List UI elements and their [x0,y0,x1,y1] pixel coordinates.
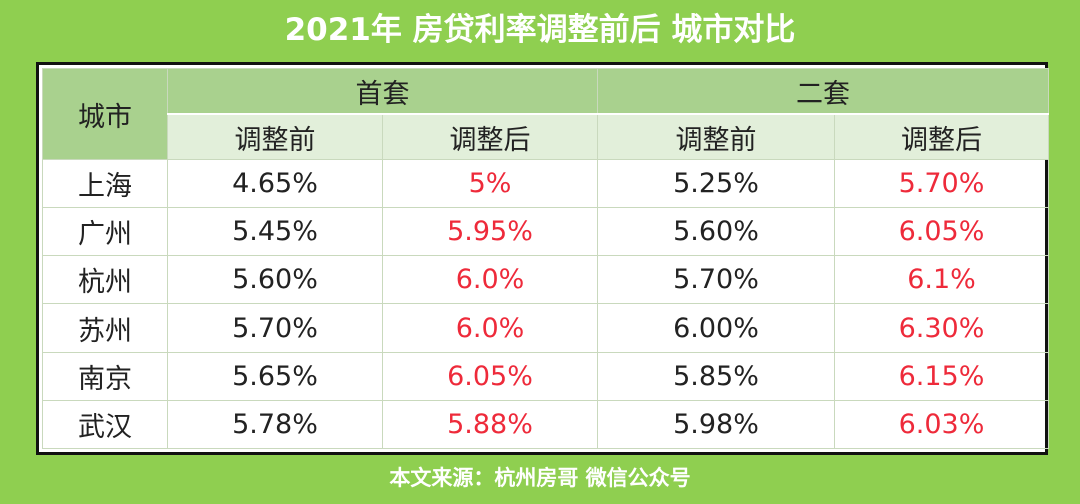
city-cell: 广州 [42,207,168,257]
city-cell: 上海 [42,158,168,209]
footer: 本文来源：杭州房哥 微信公众号 [389,466,691,490]
rate-cell: 6.05% [382,351,598,401]
table-frame: 城市 首套 二套 调整前 调整后 调整前 调整后 上海 4.65% 5% 5.25% 5… [36,62,1049,455]
city-cell: 武汉 [42,399,168,450]
rate-cell: 6.1% [834,255,1049,305]
rate-cell: 6.05% [834,207,1049,257]
rate-cell: 5.78% [167,399,383,450]
rate-cell: 6.15% [834,351,1049,401]
rate-cell: 5.85% [597,351,835,401]
rate-cell: 5.60% [167,255,383,305]
city-cell: 南京 [42,351,168,401]
rate-cell: 4.65% [167,158,383,209]
sub-header: 调整后 [834,113,1049,160]
group-header: 首套 [167,68,598,115]
rate-cell: 5.70% [597,255,835,305]
table-body: 上海 4.65% 5% 5.25% 5.70% 广州 5.45% 5.95% 5.60% 6.05… [42,158,1049,450]
rate-cell: 5.45% [167,207,383,257]
rate-cell: 6.0% [382,303,598,353]
table-row: 苏州 5.70% 6.0% 6.00% 6.30% [42,303,1049,353]
table-row: 武汉 5.78% 5.88% 5.98% 6.03% [42,399,1049,450]
sub-header: 调整后 [382,113,598,160]
table-row: 南京 5.65% 6.05% 5.85% 6.15% [42,351,1049,401]
table-row: 广州 5.45% 5.95% 5.60% 6.05% [42,207,1049,257]
rate-cell: 5.98% [597,399,835,450]
title: 2021年 房贷利率调整前后 城市对比 [284,12,796,48]
rate-cell: 5.70% [834,158,1049,209]
rate-cell: 5.60% [597,207,835,257]
rate-cell: 6.30% [834,303,1049,353]
rate-cell: 5.70% [167,303,383,353]
table-row: 上海 4.65% 5% 5.25% 5.70% [42,158,1049,209]
rate-cell: 5.88% [382,399,598,450]
table-row: 杭州 5.60% 6.0% 5.70% 6.1% [42,255,1049,305]
rate-table: 城市 首套 二套 调整前 调整后 调整前 调整后 上海 4.65% 5% 5.25% 5… [42,68,1049,450]
rate-cell: 5% [382,158,598,209]
rate-cell: 5.25% [597,158,835,209]
rate-cell: 6.0% [382,255,598,305]
rate-cell: 6.03% [834,399,1049,450]
corner-header: 城市 [42,68,168,160]
sub-header: 调整前 [167,113,383,160]
sub-header: 调整前 [597,113,835,160]
rate-cell: 6.00% [597,303,835,353]
group-header: 二套 [597,68,1049,115]
city-cell: 杭州 [42,255,168,305]
city-cell: 苏州 [42,303,168,353]
rate-cell: 5.95% [382,207,598,257]
rate-cell: 5.65% [167,351,383,401]
